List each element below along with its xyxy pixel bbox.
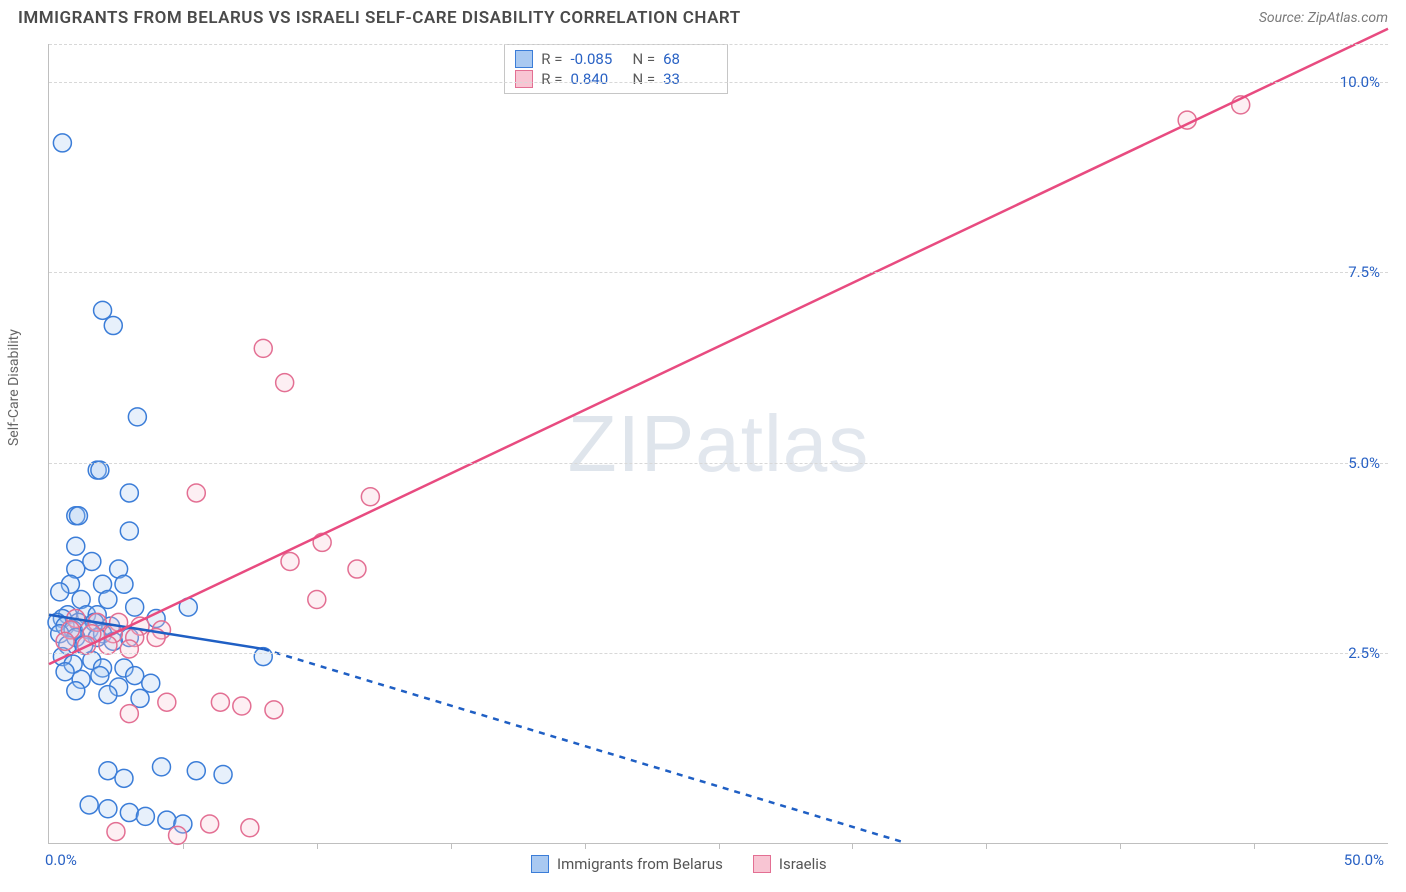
stat-r-label: R = — [541, 50, 562, 68]
x-tick — [1120, 843, 1121, 849]
x-tick — [585, 843, 586, 849]
stat-n-label: N = — [632, 50, 655, 68]
swatch-israelis-icon — [515, 70, 533, 88]
stat-r-label: R = — [541, 70, 562, 88]
source-label: Source: ZipAtlas.com — [1259, 10, 1388, 26]
stat-n-val-1: 33 — [663, 70, 717, 88]
legend-item-israelis: Israelis — [753, 855, 827, 873]
legend-swatch-belarus-icon — [531, 855, 549, 873]
chart-title: IMMIGRANTS FROM BELARUS VS ISRAELI SELF-… — [18, 8, 741, 28]
y-tick-label: 2.5% — [1348, 644, 1380, 662]
legend-label-israelis: Israelis — [779, 855, 827, 873]
x-tick — [183, 843, 184, 849]
x-tick — [451, 843, 452, 849]
legend-swatch-israelis-icon — [753, 855, 771, 873]
stats-legend: R = -0.085 N = 68 R = 0.840 N = 33 — [504, 44, 728, 94]
stat-n-label: N = — [632, 70, 655, 88]
x-tick — [317, 843, 318, 849]
gridline — [49, 82, 1388, 83]
y-tick-label: 5.0% — [1348, 454, 1380, 472]
swatch-belarus-icon — [515, 50, 533, 68]
gridline — [49, 463, 1388, 464]
x-tick — [852, 843, 853, 849]
chart-svg — [49, 44, 1388, 843]
legend-item-belarus: Immigrants from Belarus — [531, 855, 723, 873]
x-tick-label: 50.0% — [1344, 851, 1384, 869]
gridline — [49, 272, 1388, 273]
stat-n-val-0: 68 — [663, 50, 717, 68]
bottom-legend: Immigrants from Belarus Israelis — [531, 855, 827, 873]
x-tick — [719, 843, 720, 849]
chart-plot-area: ZIPatlas R = -0.085 N = 68 R = 0.840 N =… — [48, 44, 1388, 844]
x-tick — [986, 843, 987, 849]
y-tick-label: 10.0% — [1340, 73, 1380, 91]
x-tick — [1254, 843, 1255, 849]
stats-row-0: R = -0.085 N = 68 — [515, 49, 717, 69]
y-tick-label: 7.5% — [1348, 263, 1380, 281]
x-tick-label: 0.0% — [45, 851, 77, 869]
stats-row-1: R = 0.840 N = 33 — [515, 69, 717, 89]
legend-label-belarus: Immigrants from Belarus — [557, 855, 723, 873]
y-axis-title: Self-Care Disability — [6, 329, 22, 446]
stat-r-val-0: -0.085 — [570, 50, 624, 68]
stat-r-val-1: 0.840 — [570, 70, 624, 88]
gridline — [49, 653, 1388, 654]
